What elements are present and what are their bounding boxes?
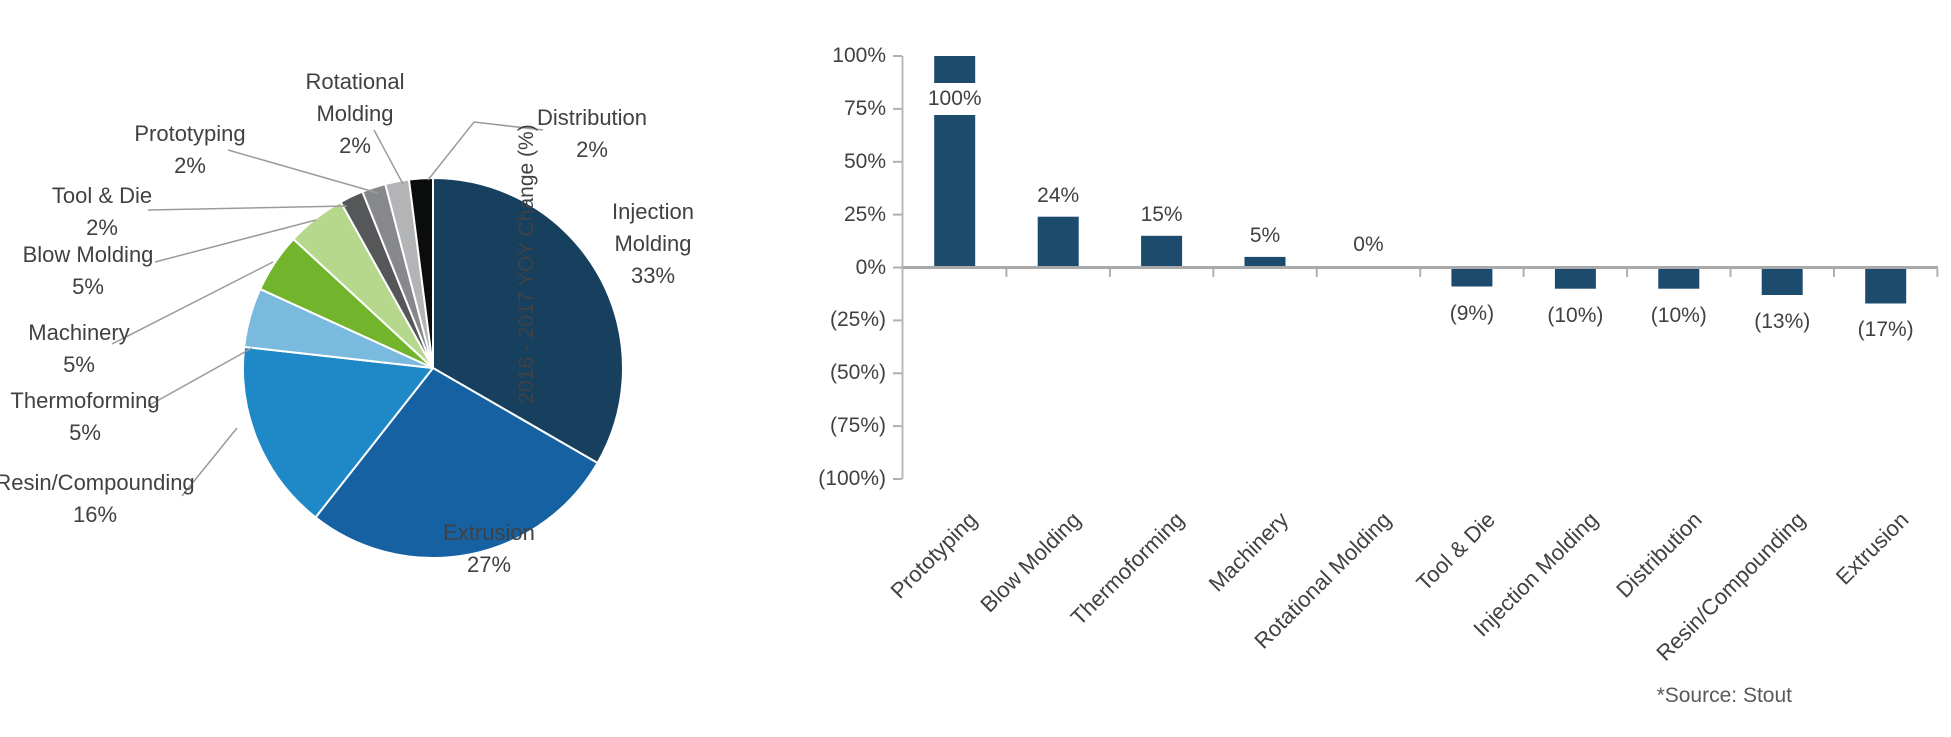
pie-leader-line <box>147 347 253 407</box>
x-axis-tick <box>1936 269 1939 277</box>
y-tick-label: (50%) <box>829 361 886 385</box>
bar-blow-molding <box>1037 216 1079 268</box>
bar-value-label: 5% <box>1249 223 1281 247</box>
pie-label-thermoforming: Thermoforming 5% <box>10 388 160 445</box>
bar-value-label: 0% <box>1353 232 1384 256</box>
pie-leader-line <box>147 205 348 211</box>
y-tick-label: 100% <box>832 44 886 67</box>
x-axis-line <box>903 266 1938 269</box>
x-axis-tick <box>1315 269 1318 277</box>
y-axis-tick <box>893 372 902 375</box>
pie-leader-line <box>427 121 544 181</box>
y-tick-label: (75%) <box>829 414 886 438</box>
y-tick-label: (25%) <box>829 308 886 332</box>
bar-value-label: 24% <box>1037 183 1080 207</box>
y-axis-tick <box>893 266 902 269</box>
bar-value-label: (10%) <box>1547 303 1604 327</box>
pie-leader-line <box>181 427 238 497</box>
x-axis-tick <box>1212 269 1215 277</box>
pie-label-prototyping: Prototyping 2% <box>134 121 246 178</box>
bar-value-label: (13%) <box>1754 309 1811 333</box>
x-axis-tick <box>1833 269 1835 277</box>
bar-value-label: (10%) <box>1650 303 1707 327</box>
pie-label-distribution: Distribution 2% <box>536 105 648 162</box>
x-axis-tick <box>1419 269 1422 277</box>
y-tick-label: 25% <box>843 202 886 226</box>
pie-slice-extrusion <box>314 367 599 559</box>
pie-leader-line <box>373 129 404 185</box>
pie-slice-injection-molding <box>432 177 624 464</box>
pie-label-rotational-molding: Rotational Molding 2% <box>305 69 405 158</box>
bar-machinery <box>1244 256 1286 268</box>
pie-label-tool-die: Tool & Die 2% <box>51 183 153 240</box>
y-axis-tick <box>893 319 902 322</box>
pie-leader-line <box>111 261 274 345</box>
y-axis-tick <box>893 213 902 216</box>
bar-distribution <box>1658 267 1700 289</box>
bar-value-label: 100% <box>921 83 988 115</box>
bar-resin-compounding <box>1761 267 1803 295</box>
x-axis-tick <box>1729 269 1732 277</box>
pie-leader-line <box>154 219 317 263</box>
bar-tool-die <box>1451 267 1493 287</box>
pie-label-machinery: Machinery 5% <box>28 320 130 377</box>
y-axis-tick <box>893 55 902 57</box>
pie-slice-resin-compounding <box>242 345 434 519</box>
y-axis-tick <box>893 160 902 163</box>
bar-injection-molding <box>1554 267 1596 289</box>
x-axis-tick <box>1626 269 1629 277</box>
bar-extrusion <box>1865 267 1907 304</box>
pie-slice-distribution <box>407 177 434 369</box>
pie-label-blow-molding: Blow Molding 5% <box>22 242 154 299</box>
bar-thermoforming <box>1141 235 1183 268</box>
pie-label-injection-molding: Injection Molding 33% <box>612 199 694 288</box>
y-axis-tick <box>893 478 902 480</box>
y-tick-label: 0% <box>855 255 886 279</box>
bar-value-label: 15% <box>1140 202 1183 226</box>
bar-value-label: (17%) <box>1857 318 1914 342</box>
y-tick-label: (100%) <box>818 467 886 490</box>
source-note: *Source: Stout <box>1656 684 1792 707</box>
y-axis-tick <box>893 425 902 428</box>
x-axis-tick <box>1108 269 1111 277</box>
x-axis-tick <box>1522 269 1525 277</box>
y-axis-title: 2016 - 2017 YOY Change (%) <box>515 124 538 404</box>
y-axis-tick <box>893 107 902 110</box>
pie-label-resin-compounding: Resin/Compounding 16% <box>0 470 195 527</box>
y-tick-label: 50% <box>843 149 886 173</box>
pie-label-extrusion: Extrusion 27% <box>443 520 535 577</box>
y-tick-label: 75% <box>843 96 886 120</box>
pie-leader-line <box>227 149 379 194</box>
bar-value-label: (9%) <box>1449 301 1495 325</box>
y-axis-line <box>901 56 904 479</box>
x-axis-tick <box>1005 269 1008 277</box>
